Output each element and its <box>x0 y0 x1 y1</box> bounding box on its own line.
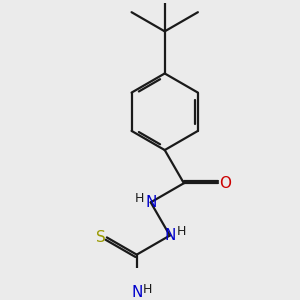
Text: N: N <box>131 285 142 300</box>
Text: H: H <box>143 283 153 296</box>
Text: O: O <box>219 176 231 191</box>
Text: S: S <box>96 230 106 245</box>
Text: H: H <box>135 192 144 205</box>
Text: H: H <box>176 226 186 238</box>
Text: N: N <box>164 228 176 243</box>
Text: N: N <box>145 195 156 210</box>
